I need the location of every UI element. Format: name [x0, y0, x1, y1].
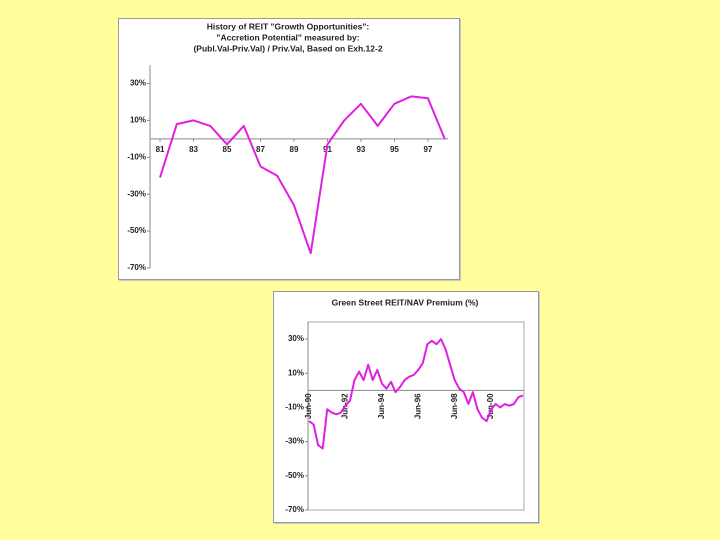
y-tick-label: -30%: [127, 189, 146, 198]
y-tick-label: 30%: [288, 334, 304, 343]
y-tick-label: 30%: [130, 79, 146, 88]
data-line: [308, 338, 524, 450]
chart-frame: [273, 291, 539, 523]
chart-title: "Accretion Potential" measured by:: [216, 32, 359, 42]
chart-title: Green Street REIT/NAV Premium (%): [332, 297, 479, 307]
chart-title: History of REIT "Growth Opportunities":: [207, 21, 370, 31]
x-tick-label: 89: [290, 145, 299, 154]
x-tick-label: 85: [223, 145, 232, 154]
chart-frame: [118, 18, 460, 280]
x-tick-label: Jun-96: [413, 393, 422, 419]
y-tick-label: 10%: [288, 368, 304, 377]
y-tick-label: 10%: [130, 115, 146, 124]
x-tick-label: Jun-00: [486, 393, 495, 419]
y-tick-label: -50%: [285, 471, 304, 480]
data-line: [159, 95, 446, 255]
x-tick-label: 83: [189, 145, 198, 154]
x-tick-label: Jun-98: [450, 393, 459, 419]
x-tick-label: 81: [156, 145, 165, 154]
x-tick-label: 87: [256, 145, 265, 154]
x-tick-label: Jun-94: [377, 393, 386, 419]
chart-title: (Publ.Val-Priv.Val) / Priv.Val, Based on…: [193, 43, 382, 53]
x-tick-label: 95: [390, 145, 399, 154]
x-tick-label: 97: [423, 145, 432, 154]
x-tick-label: 93: [356, 145, 365, 154]
y-tick-label: -70%: [285, 505, 304, 514]
y-tick-label: -30%: [285, 437, 304, 446]
y-tick-label: -10%: [127, 152, 146, 161]
x-tick-label: Jun-90: [304, 393, 313, 419]
y-tick-label: -70%: [127, 263, 146, 272]
y-tick-label: -50%: [127, 226, 146, 235]
y-tick-label: -10%: [285, 403, 304, 412]
